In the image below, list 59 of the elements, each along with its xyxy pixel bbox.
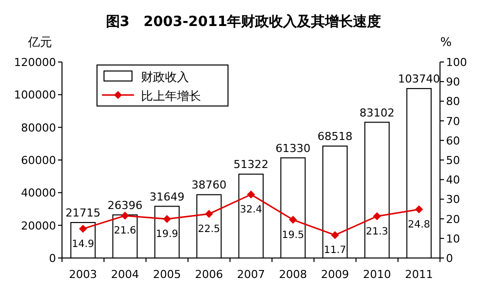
data-label: 14.9 — [72, 238, 94, 250]
point — [373, 212, 381, 220]
y2-tick-label: 0 — [446, 252, 453, 265]
data-label: 11.7 — [324, 245, 346, 256]
y-tick-label: 20000 — [21, 219, 56, 232]
data-label: 38760 — [192, 178, 226, 192]
data-label: 32.4 — [240, 204, 262, 216]
y2-tick-label: 30 — [446, 193, 460, 206]
point — [79, 224, 87, 233]
legend-label: 比上年增长 — [141, 89, 201, 103]
point — [247, 190, 255, 198]
y-tick-label: 100000 — [14, 88, 56, 102]
data-label: 19.9 — [156, 228, 178, 240]
data-label: 31649 — [150, 190, 184, 204]
y2-tick-label: 100 — [446, 56, 467, 69]
x-tick-label: 2004 — [111, 268, 139, 281]
data-label: 61330 — [276, 142, 310, 155]
data-label: 26396 — [108, 198, 142, 212]
point — [205, 210, 213, 218]
y-tick-label: 120000 — [14, 56, 56, 69]
x-tick-label: 2007 — [237, 268, 265, 281]
data-label: 21715 — [66, 206, 100, 220]
y-tick-label: 80000 — [21, 121, 56, 134]
data-label: 24.8 — [408, 219, 430, 230]
point — [331, 231, 339, 240]
y2-tick-label: 60 — [446, 134, 460, 148]
y2-tick-label: 10 — [446, 232, 460, 246]
data-label: 21.3 — [366, 226, 388, 238]
y2label: % — [440, 35, 452, 49]
point — [415, 205, 423, 214]
x-tick-label: 2008 — [279, 268, 307, 281]
point — [163, 214, 171, 223]
point — [121, 212, 129, 220]
title: 图3 2003-2011年财政收入及其增长速度 — [106, 14, 382, 30]
x-tick-label: 2006 — [195, 268, 223, 281]
data-label: 51322 — [234, 158, 268, 172]
y2-tick-label: 80 — [446, 95, 460, 108]
data-label: 22.5 — [198, 224, 220, 235]
data-label: 83102 — [360, 106, 394, 120]
data-label: 68518 — [318, 130, 352, 144]
y2-tick-label: 90 — [446, 76, 460, 89]
y2-tick-label: 20 — [446, 212, 460, 226]
legend-label: 财政收入 — [141, 70, 189, 84]
x-tick-label: 2009 — [321, 268, 349, 281]
ylabel: 亿元 — [28, 35, 52, 49]
y-tick-label: 60000 — [21, 154, 56, 167]
data-label: 21.6 — [114, 226, 136, 237]
y2-tick-label: 40 — [446, 174, 460, 187]
x-tick-label: 2010 — [363, 268, 391, 281]
y-tick-label: 40000 — [21, 186, 56, 200]
data-label: 103740 — [398, 72, 440, 86]
x-tick-label: 2005 — [153, 268, 181, 281]
y-tick-label: 0 — [49, 252, 56, 265]
point — [289, 216, 297, 224]
y2-tick-label: 70 — [446, 114, 460, 128]
x-tick-label: 2011 — [405, 268, 433, 281]
x-tick-label: 2003 — [69, 268, 97, 281]
data-label: 19.5 — [282, 230, 304, 241]
y2-tick-label: 50 — [446, 154, 460, 167]
